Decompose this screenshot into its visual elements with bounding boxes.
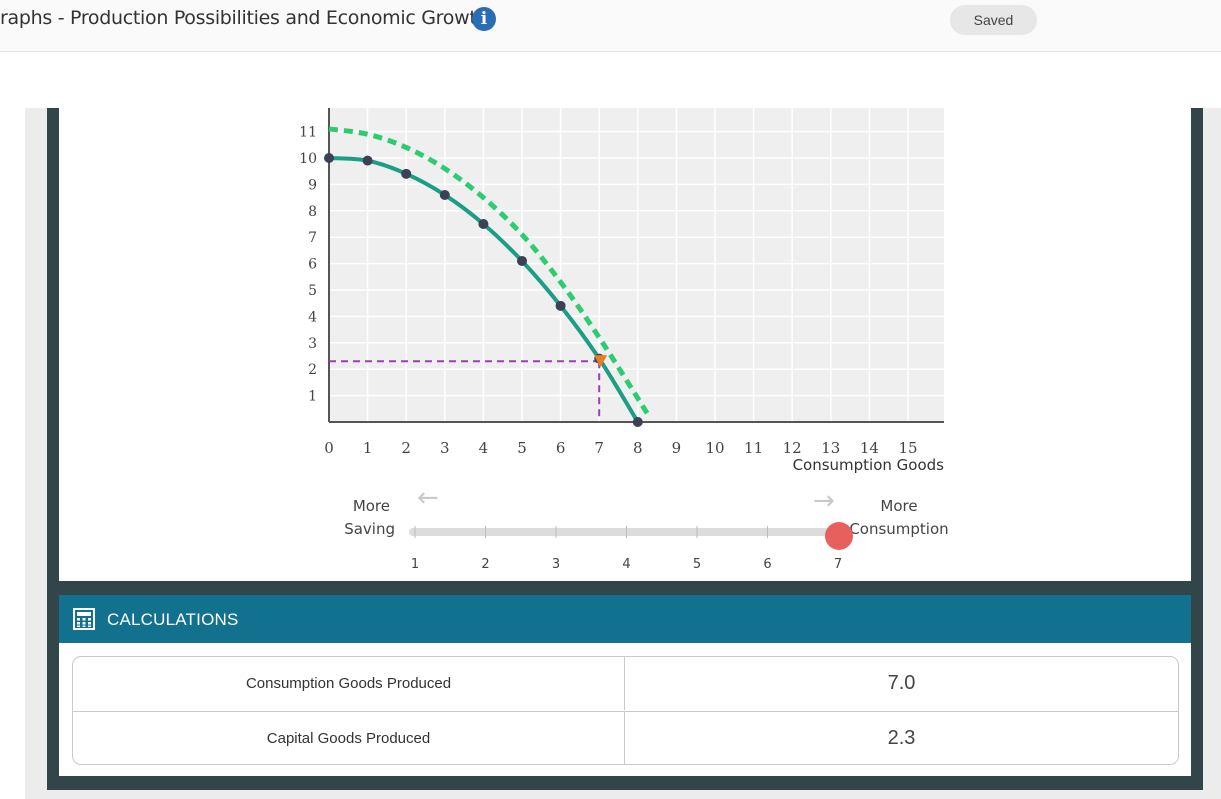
- x-tick-label: 5: [517, 439, 527, 457]
- calculations-card: CALCULATIONS Consumption Goods Produced …: [59, 595, 1191, 776]
- slider-left-arrow: ←: [417, 483, 439, 513]
- y-tick-label: 8: [308, 204, 317, 220]
- x-tick-label: 3: [440, 439, 450, 457]
- graph-card: 1 2 3 4 5 6 7 8 9 10 11 0 1 2 3 4 5 6 7 8 9 10 11 12 13 14 15 Con…: [59, 108, 1191, 581]
- slider-left-label-2: Saving: [344, 520, 395, 538]
- slider-tick-label: 5: [693, 557, 701, 572]
- calculator-icon: [73, 608, 95, 630]
- x-tick-label: 8: [633, 439, 643, 457]
- consumption-produced-value: 7.0: [887, 672, 916, 694]
- x-tick-label: 1: [363, 439, 373, 457]
- x-tick-label: 10: [705, 439, 724, 457]
- y-tick-label: 7: [308, 230, 317, 246]
- x-tick-label: 13: [821, 439, 840, 457]
- ppf-data-point[interactable]: [632, 417, 643, 427]
- slider-right-label-2: Consumption: [849, 520, 948, 538]
- y-tick-label: 1: [308, 389, 317, 405]
- slider-tick-label: 4: [622, 557, 630, 572]
- slider-tick-label: 7: [834, 557, 842, 572]
- slider-tick-label: 6: [763, 557, 771, 572]
- y-tick-label: 2: [308, 362, 317, 378]
- ppf-data-point[interactable]: [439, 189, 450, 200]
- x-tick-label: 15: [898, 439, 917, 457]
- y-tick-label: 9: [308, 177, 317, 193]
- ppf-data-point[interactable]: [401, 168, 412, 179]
- x-axis-label: Consumption Goods: [793, 456, 945, 474]
- slider-ticks: 1 2 3 4 5 6 7: [411, 526, 842, 572]
- slider-right-label-1: More: [880, 497, 917, 515]
- calculations-table: Consumption Goods Produced 7.0 Capital G…: [72, 656, 1179, 765]
- capital-produced-label: Capital Goods Produced: [73, 712, 625, 764]
- x-tick-label: 14: [860, 439, 879, 457]
- x-tick-label: 11: [744, 439, 763, 457]
- capital-produced-value: 2.3: [887, 727, 916, 749]
- y-tick-label: 11: [299, 125, 317, 141]
- top-bar: raphs - Production Possibilities and Eco…: [0, 0, 1221, 52]
- slider-track[interactable]: [409, 528, 837, 536]
- x-tick-label: 9: [672, 439, 682, 457]
- slider-handle[interactable]: [825, 522, 853, 550]
- y-tick-label: 6: [308, 257, 317, 273]
- slider-tick-label: 2: [481, 557, 489, 572]
- selected-point-marker[interactable]: [594, 355, 608, 368]
- x-tick-label: 6: [556, 439, 566, 457]
- ppf-data-point[interactable]: [517, 255, 527, 266]
- calculations-title: CALCULATIONS: [107, 610, 239, 629]
- slider-tick-label: 3: [552, 557, 560, 572]
- selection-guides: [329, 360, 601, 422]
- slider-right-arrow: →: [813, 486, 835, 516]
- x-tick-label: 0: [324, 439, 334, 457]
- saved-status-button[interactable]: Saved: [950, 5, 1037, 35]
- ppf-data-point[interactable]: [478, 219, 489, 229]
- ppf-data-point[interactable]: [324, 153, 334, 163]
- calculations-header: CALCULATIONS: [59, 595, 1191, 643]
- y-tick-label: 5: [308, 283, 317, 299]
- y-tick-labels: 1 2 3 4 5 6 7 8 9 10 11: [299, 125, 317, 405]
- y-tick-label: 3: [308, 336, 317, 352]
- x-tick-labels: 0 1 2 3 4 5 6 7 8 9 10 11 12 13 14 15: [324, 439, 917, 457]
- consumption-produced-label: Consumption Goods Produced: [73, 657, 625, 710]
- x-tick-label: 12: [783, 439, 802, 457]
- ppf-points: [324, 153, 643, 427]
- ppf-data-point[interactable]: [555, 300, 566, 311]
- info-icon[interactable]: i: [472, 7, 496, 31]
- slider-left-label-1: More: [353, 497, 390, 515]
- page-title: raphs - Production Possibilities and Eco…: [0, 7, 489, 29]
- slider-tick-label: 1: [411, 557, 419, 572]
- x-tick-label: 7: [594, 439, 604, 457]
- table-row: Capital Goods Produced 2.3: [73, 711, 1178, 764]
- ppf-data-point[interactable]: [362, 155, 373, 166]
- ppf-new-curve: [328, 126, 652, 419]
- y-tick-label: 4: [308, 309, 317, 325]
- x-tick-label: 2: [401, 439, 411, 457]
- y-tick-label: 10: [299, 151, 317, 167]
- x-tick-label: 4: [479, 439, 489, 457]
- table-row: Consumption Goods Produced 7.0: [73, 657, 1178, 710]
